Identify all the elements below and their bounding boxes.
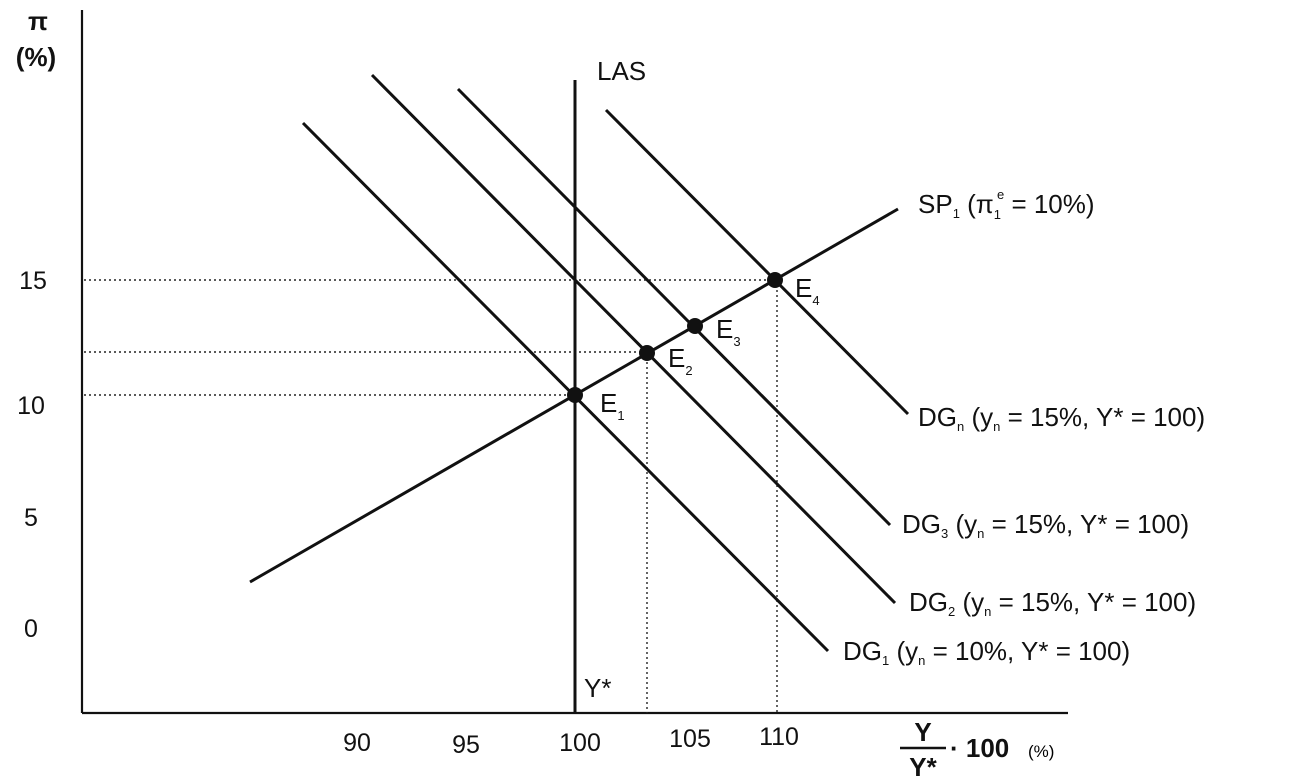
las-label: LAS — [597, 56, 646, 86]
x-tick-95: 95 — [452, 731, 480, 759]
y-axis-symbol: π — [28, 6, 48, 36]
x-tick-105: 105 — [669, 725, 711, 753]
e1-label: E1 — [600, 388, 625, 423]
dg1-line — [301, 121, 830, 653]
point-e3 — [687, 318, 703, 334]
point-e4 — [767, 272, 783, 288]
x-label-numerator: Y — [914, 717, 931, 747]
e3-label: E3 — [716, 314, 741, 349]
y-tick-15: 15 — [19, 267, 47, 295]
y-tick-0: 0 — [24, 615, 38, 643]
point-e2 — [639, 345, 655, 361]
dgn-line — [604, 108, 910, 416]
x-label-unit: (%) — [1028, 742, 1054, 761]
dg3-line — [456, 87, 892, 527]
dg1-label: DG1 (yn = 10%, Y* = 100) — [843, 636, 1130, 668]
x-tick-90: 90 — [343, 729, 371, 757]
ystar-label: Y* — [584, 673, 611, 703]
x-tick-100: 100 — [559, 729, 601, 757]
x-axis-label: Y Y* · 100 (%) — [900, 717, 1054, 782]
sp1-label: SP1 (π1e = 10%) — [918, 187, 1095, 222]
x-label-denominator: Y* — [909, 752, 937, 782]
e4-label: E4 — [795, 273, 820, 308]
dgn-label: DGn (yn = 15%, Y* = 100) — [918, 402, 1205, 434]
dg2-line — [370, 73, 897, 605]
point-e1 — [567, 387, 583, 403]
x-label-multiplier: · 100 — [950, 733, 1009, 763]
e2-label: E2 — [668, 343, 693, 378]
y-tick-5: 5 — [24, 504, 38, 532]
dg3-label: DG3 (yn = 15%, Y* = 100) — [902, 509, 1189, 541]
y-axis-unit: (%) — [16, 42, 56, 72]
dg2-label: DG2 (yn = 15%, Y* = 100) — [909, 587, 1196, 619]
x-tick-110: 110 — [759, 723, 799, 751]
y-tick-10: 10 — [17, 392, 45, 420]
